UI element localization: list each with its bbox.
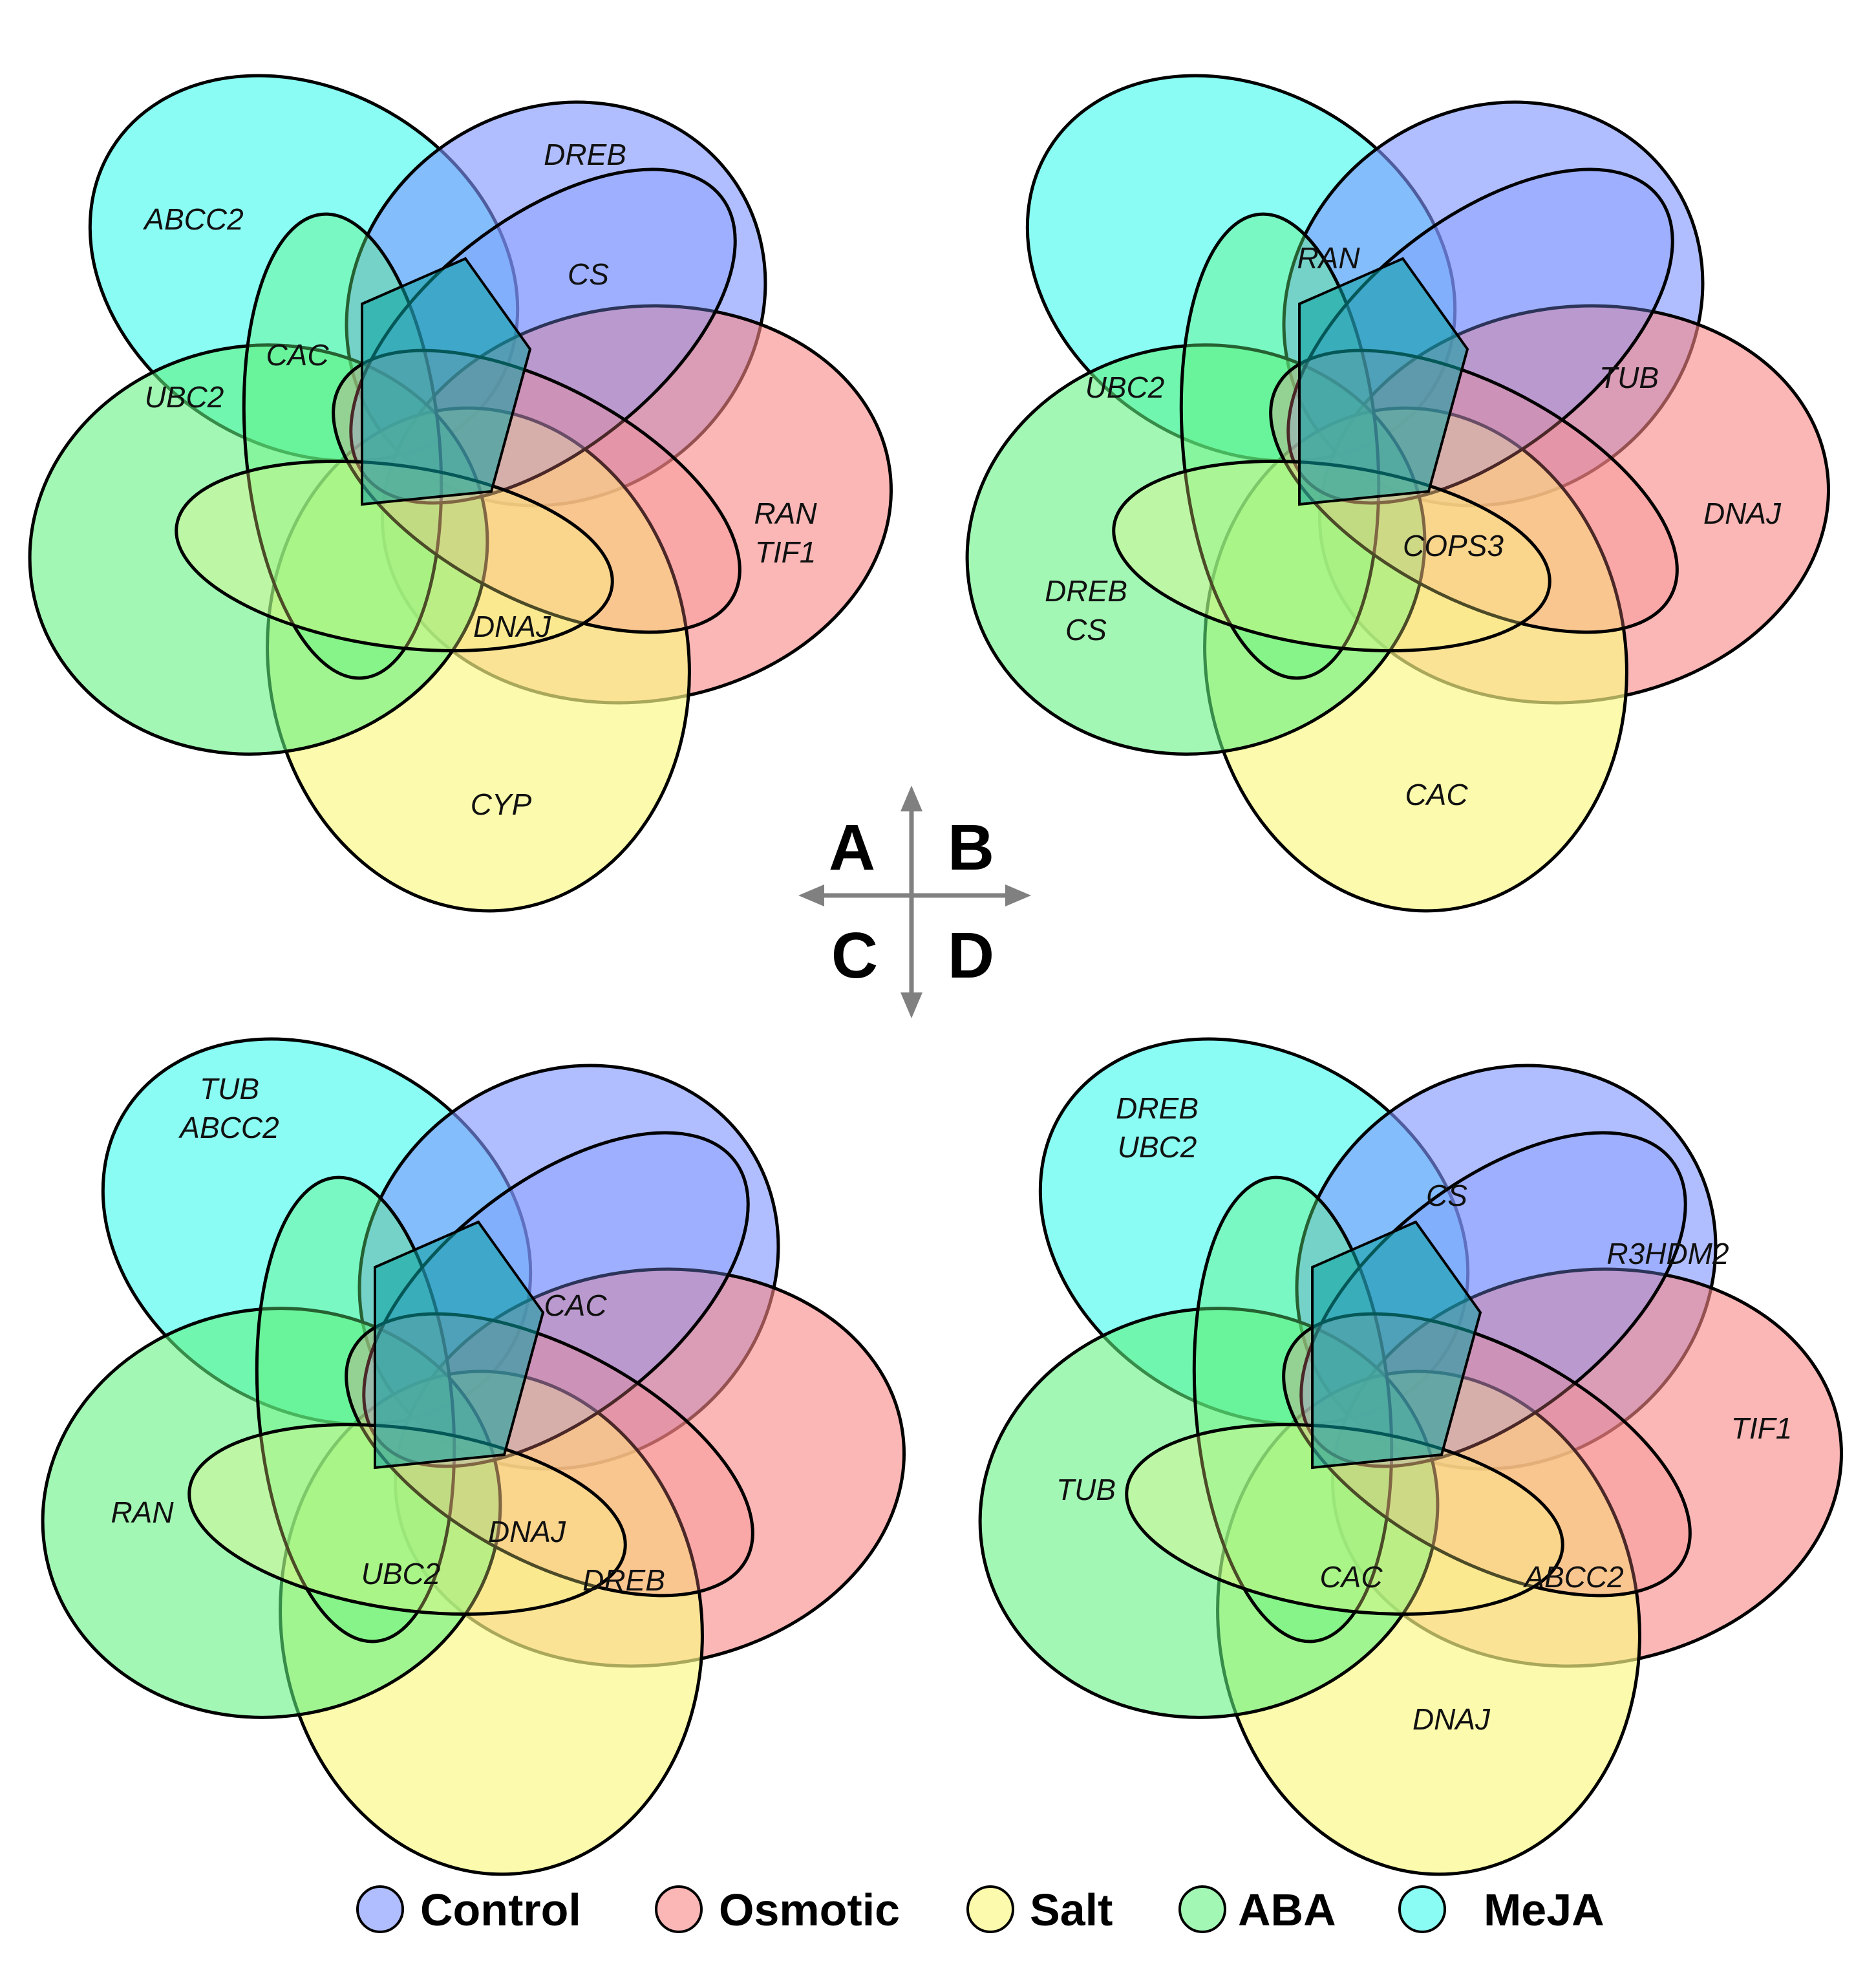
osmotic-legend-swatch — [655, 1885, 703, 1933]
gene-label: CS — [1426, 1179, 1467, 1212]
gene-label: COPS3 — [1403, 529, 1504, 562]
gene-label: RAN — [754, 497, 817, 530]
gene-label: UBC2 — [361, 1557, 441, 1590]
gene-label: DREB — [1045, 574, 1127, 608]
panel-letter-b: B — [948, 811, 994, 884]
gene-label: UBC2 — [145, 380, 224, 414]
gene-label: RAN — [111, 1495, 174, 1529]
gene-label: R3HDM2 — [1606, 1237, 1729, 1270]
gene-label: TIF1 — [1731, 1411, 1793, 1445]
gene-label: CS — [1065, 613, 1107, 647]
meja-legend-label: MeJA — [1484, 1885, 1604, 1935]
gene-label: CAC — [1405, 778, 1468, 811]
panel-letter-c: C — [831, 919, 878, 992]
panel-a: ABCC2 DREB CS CAC UBC2 RAN TIF1 DNAJ CYP — [0, 0, 917, 938]
osmotic-legend-label: Osmotic — [719, 1885, 900, 1935]
panel-d: DREB UBC2 CS R3HDM2 TIF1 TUB CAC ABCC2 D… — [948, 961, 1868, 1901]
aba-legend-swatch — [1178, 1885, 1226, 1933]
gene-label: CAC — [1319, 1560, 1383, 1594]
aba-legend-label: ABA — [1238, 1885, 1336, 1935]
panel-b: RAN UBC2 TUB DNAJ COPS3 DREB CS CAC — [935, 0, 1855, 938]
gene-label: RAN — [1297, 241, 1360, 275]
panel-letter-a: A — [829, 811, 875, 884]
gene-label: DNAJ — [1412, 1702, 1491, 1736]
gene-label: DNAJ — [1703, 497, 1782, 530]
gene-label: DREB — [544, 138, 626, 171]
salt-legend-swatch — [966, 1885, 1014, 1933]
gene-label: CS — [568, 257, 609, 291]
gene-label: DNAJ — [488, 1515, 566, 1548]
control-legend-swatch — [356, 1885, 404, 1933]
gene-label: TUB — [200, 1072, 259, 1106]
gene-label: TIF1 — [755, 535, 816, 569]
panel-c: TUB ABCC2 CAC RAN DNAJ UBC2 DREB — [10, 961, 930, 1901]
legend: Control Osmotic Salt ABA MeJA — [356, 1885, 1604, 1935]
arrow-head-up — [901, 786, 922, 811]
gene-label: ABCC2 — [142, 202, 243, 236]
quadrant-cross-arrows — [798, 786, 1031, 1018]
gene-label: TUB — [1599, 361, 1659, 394]
salt-legend-label: Salt — [1030, 1885, 1113, 1935]
gene-label: UBC2 — [1085, 370, 1165, 404]
arrow-head-down — [901, 992, 922, 1018]
gene-label: ABCC2 — [178, 1111, 279, 1144]
arrow-head-right — [1005, 884, 1031, 906]
gene-label: CYP — [471, 787, 532, 821]
arrow-head-left — [798, 884, 824, 906]
gene-label: ABCC2 — [1522, 1560, 1623, 1594]
meja-legend-swatch — [1398, 1885, 1446, 1933]
gene-label: DNAJ — [473, 610, 551, 643]
control-legend-label: Control — [420, 1885, 581, 1935]
gene-label: TUB — [1056, 1473, 1116, 1506]
gene-label: UBC2 — [1118, 1130, 1197, 1164]
gene-label: CAC — [544, 1289, 607, 1322]
gene-label: DREB — [1116, 1091, 1199, 1125]
gene-label: DREB — [582, 1563, 665, 1597]
panel-letter-d: D — [948, 919, 994, 992]
gene-label: CAC — [266, 338, 329, 372]
